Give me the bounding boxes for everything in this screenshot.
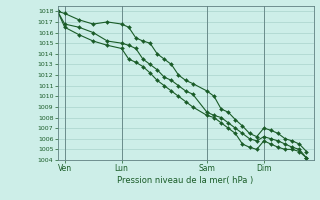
X-axis label: Pression niveau de la mer( hPa ): Pression niveau de la mer( hPa ): [117, 176, 254, 185]
